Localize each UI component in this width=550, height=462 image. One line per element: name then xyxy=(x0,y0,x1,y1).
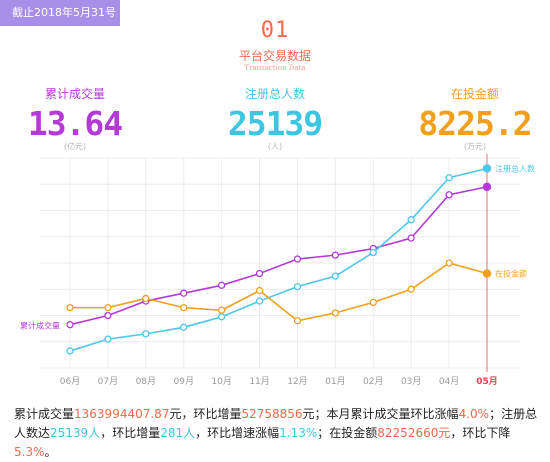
section-number: 01 xyxy=(260,18,290,43)
data-point xyxy=(104,303,112,312)
data-point xyxy=(445,259,453,267)
summary-text: 累计成交量 xyxy=(14,407,75,421)
x-tick-label: 01月 xyxy=(325,376,345,387)
data-point xyxy=(104,311,112,320)
data-point xyxy=(369,298,377,307)
stat-unit: (万元) xyxy=(463,142,487,151)
stat-value: 25139 xyxy=(227,104,323,143)
summary-value: 4.0% xyxy=(458,407,490,421)
data-point xyxy=(293,282,302,291)
data-point xyxy=(482,182,492,192)
summary-text: ，环比增速涨幅 xyxy=(195,426,280,440)
data-point xyxy=(180,289,188,297)
data-point xyxy=(445,191,453,199)
summary-text: ；在投金额 xyxy=(317,426,378,440)
x-tick-label: 11月 xyxy=(249,376,269,387)
x-tick-label: 07月 xyxy=(98,376,118,387)
data-point xyxy=(369,248,377,257)
data-point xyxy=(66,347,74,355)
x-tick-label: 10月 xyxy=(211,376,231,387)
x-tick-label: 09月 xyxy=(174,376,194,387)
x-tick-label: 04月 xyxy=(439,376,459,387)
data-point xyxy=(407,216,415,224)
summary-text: ，环比下降 xyxy=(450,426,511,440)
stat-label: 注册总人数 xyxy=(244,87,305,101)
summary-text: 元；本月累计成交量环比涨幅 xyxy=(302,407,459,421)
series-line xyxy=(70,262,488,322)
x-tick-label: 06月 xyxy=(60,376,80,387)
stat-unit: (亿元) xyxy=(63,142,87,151)
series-line xyxy=(69,186,488,326)
summary-text: ，环比增量 xyxy=(100,426,161,440)
data-point xyxy=(217,313,226,321)
stat-invested-amount: 在投金额 8225.2 (万元) xyxy=(405,85,545,152)
data-point xyxy=(142,294,150,303)
stat-total-volume: 累计成交量 13.64 (亿元) xyxy=(5,85,145,152)
data-point xyxy=(293,255,302,263)
data-point xyxy=(104,335,112,343)
data-point xyxy=(331,309,340,317)
x-tick-label: 12月 xyxy=(287,376,307,387)
stat-value: 8225.2 xyxy=(418,104,532,143)
summary-value: 281人 xyxy=(160,426,196,440)
series-line xyxy=(69,167,488,352)
summary-value: 25139人 xyxy=(50,426,101,440)
series-label: 在投金额 xyxy=(495,269,527,279)
summary-text: 。 xyxy=(44,445,57,459)
series-label: 注册总人数 xyxy=(495,164,535,174)
data-point xyxy=(445,174,453,182)
data-point xyxy=(255,269,264,278)
data-point xyxy=(142,330,150,338)
summary-value: 52758856 xyxy=(241,407,303,421)
data-point xyxy=(255,286,264,295)
data-point xyxy=(180,303,188,312)
summary-value: 82252660元 xyxy=(377,426,451,440)
summary-paragraph: 累计成交量1363994407.87元，环比增量52758856元；本月累计成交… xyxy=(14,405,544,462)
x-tick-label: 05月 xyxy=(476,376,498,387)
stat-label: 累计成交量 xyxy=(44,87,105,101)
data-point xyxy=(407,285,415,293)
section-subtitle: Transaction Data xyxy=(244,64,306,72)
data-point xyxy=(407,234,415,242)
series-label: 累计成交量 xyxy=(20,321,60,331)
data-point xyxy=(66,321,74,329)
data-point xyxy=(482,269,492,278)
data-point xyxy=(482,164,492,173)
data-point xyxy=(331,251,340,259)
data-point xyxy=(331,272,340,280)
data-point xyxy=(217,281,226,289)
data-point xyxy=(255,297,264,305)
stat-registered-users: 注册总人数 25139 (人) xyxy=(205,85,345,152)
stat-unit: (人) xyxy=(267,142,283,151)
stat-label: 在投金额 xyxy=(450,87,499,101)
summary-value: 1.13% xyxy=(279,426,318,440)
summary-text: ；注册总人数达 xyxy=(14,407,538,440)
x-tick-label: 08月 xyxy=(136,376,156,387)
summary-text: 元，环比增量 xyxy=(169,407,242,421)
summary-value: 5.3% xyxy=(14,445,45,459)
x-tick-label: 03月 xyxy=(401,376,421,387)
data-point xyxy=(293,317,302,325)
data-point xyxy=(217,306,226,314)
data-point xyxy=(180,323,188,331)
stat-value: 13.64 xyxy=(27,104,123,143)
section-title: 平台交易数据 xyxy=(238,49,311,63)
data-point xyxy=(66,303,74,312)
summary-value: 1363994407.87 xyxy=(74,407,170,421)
x-tick-label: 02月 xyxy=(363,376,383,387)
date-badge: 截止2018年5月31号 xyxy=(0,0,120,26)
